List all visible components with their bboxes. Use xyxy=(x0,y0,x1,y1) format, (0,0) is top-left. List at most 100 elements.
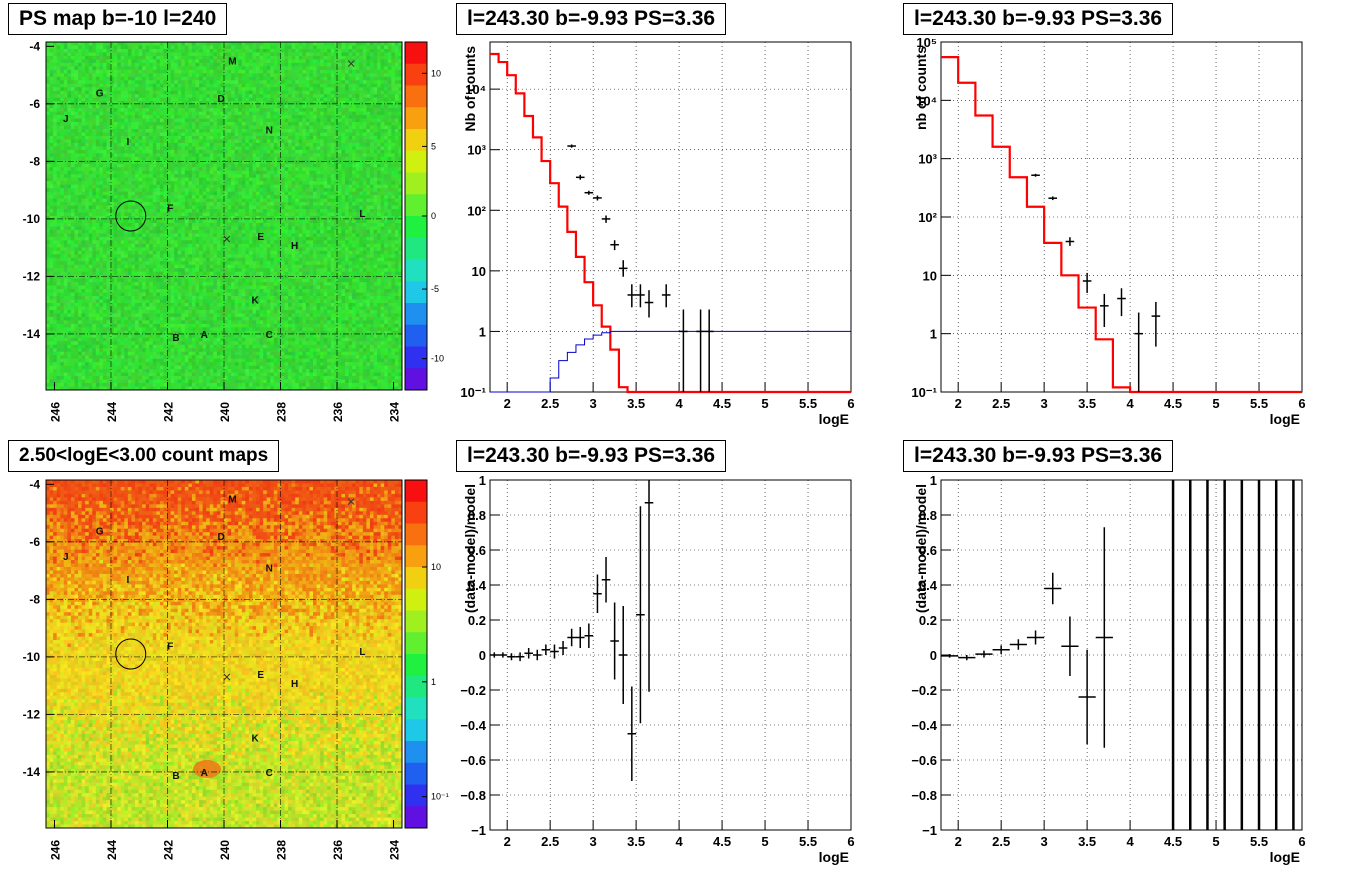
y-tick-label: 1 xyxy=(930,327,937,342)
x-tick-label: 3 xyxy=(1041,834,1048,849)
y-tick-label: -14 xyxy=(23,765,41,779)
map-grid xyxy=(46,42,402,390)
colorbar-tick-label: -5 xyxy=(431,284,439,294)
colorbar-segment xyxy=(405,697,427,720)
y-tick-label: -12 xyxy=(23,269,41,283)
source-label: G xyxy=(96,526,104,537)
y-tick-label: 10³ xyxy=(467,143,486,158)
x-tick-label: 2 xyxy=(504,396,511,411)
y-tick-label: 0.4 xyxy=(468,578,487,593)
source-label: E xyxy=(257,232,264,243)
colorbar-tick-label: 5 xyxy=(431,141,436,151)
colorbar-segment xyxy=(405,129,427,152)
colorbar-segment xyxy=(405,107,427,130)
model-histogram xyxy=(490,52,851,394)
colorbar-segment xyxy=(405,259,427,282)
colorbar-tick-label: 0 xyxy=(431,211,436,221)
map-grid xyxy=(46,480,402,828)
colorbar-segment xyxy=(405,762,427,785)
colorbar-segment xyxy=(405,501,427,524)
x-tick-label: 246 xyxy=(48,402,62,422)
colorbar-segment xyxy=(405,346,427,369)
x-tick-label: 4 xyxy=(1126,834,1134,849)
y-tick-label: 0.4 xyxy=(919,578,938,593)
x-tick-label: 3 xyxy=(590,834,597,849)
x-tick-label: 4 xyxy=(675,396,683,411)
count-map-title: 2.50<logE<3.00 count maps xyxy=(8,440,280,472)
ps-map-panel: 246 244 242 240 238 236 234 -4 -6 -8 -10 -12 -14 M G D J… xyxy=(23,39,444,422)
colorbar-segment xyxy=(405,545,427,568)
y-tick-label: −0.4 xyxy=(460,718,486,733)
colorbar-segment xyxy=(405,85,427,108)
source-label: M xyxy=(228,57,236,68)
colorbar-tick-label: 1 xyxy=(431,677,436,687)
colorbar-segment xyxy=(405,610,427,633)
x-axis-label: logE xyxy=(819,411,849,427)
y-tick-label: −0.6 xyxy=(911,753,937,768)
x-tick-label: 6 xyxy=(1298,834,1305,849)
x-tick-label: 244 xyxy=(105,402,119,422)
colorbar-segment xyxy=(405,194,427,217)
y-tick-label: 0.6 xyxy=(919,543,937,558)
colorbar: 10 1 10⁻¹ xyxy=(404,479,449,829)
source-label: H xyxy=(291,679,298,690)
source-label: D xyxy=(218,94,225,105)
source-label: L xyxy=(359,647,365,658)
y-tick-label: 0.8 xyxy=(468,508,486,523)
cross-marker xyxy=(347,60,355,67)
counts-spectrum-panel: 2 2.5 3 3.5 4 4.5 5 5.5 6 10⁻¹ 1 10 10² 10³ 10⁴ logE Nb … xyxy=(460,41,855,427)
x-tick-label: 4 xyxy=(1126,396,1134,411)
y-tick-label: −0.8 xyxy=(911,788,937,803)
source-label: N xyxy=(266,564,273,575)
y-tick-label: −1 xyxy=(471,823,486,838)
colorbar-segment xyxy=(405,281,427,304)
x-tick-label: 246 xyxy=(48,840,62,860)
x-tick-label: 240 xyxy=(218,402,232,422)
source-label: J xyxy=(63,114,69,125)
source-label: L xyxy=(359,209,365,220)
y-tick-label: 1 xyxy=(479,324,486,339)
colorbar-segment xyxy=(405,216,427,239)
residuals-title-2: l=243.30 b=-9.93 PS=3.36 xyxy=(903,440,1174,472)
plot-grid xyxy=(941,41,1303,393)
y-tick-label: −0.4 xyxy=(911,718,937,733)
x-axis-label: logE xyxy=(819,849,849,865)
y-tick-label: -4 xyxy=(29,477,40,491)
source-label: K xyxy=(251,733,259,744)
colorbar-tick-label: -10 xyxy=(431,354,444,364)
source-label: A xyxy=(201,330,208,341)
y-tick-label: -10 xyxy=(23,650,41,664)
source-label: K xyxy=(251,295,259,306)
x-tick-label: 4.5 xyxy=(1164,834,1182,849)
y-tick-label: 0 xyxy=(479,648,486,663)
cross-marker xyxy=(223,235,231,243)
x-tick-label: 238 xyxy=(275,402,289,422)
source-label: B xyxy=(172,771,179,782)
colorbar-segment xyxy=(405,632,427,655)
x-axis-label: logE xyxy=(1270,411,1300,427)
map-pixels xyxy=(46,480,402,828)
x-tick-label: 6 xyxy=(847,396,854,411)
source-label: B xyxy=(172,333,179,344)
colorbar-segment xyxy=(405,784,427,807)
y-tick-label: 0.8 xyxy=(919,508,937,523)
count-map-panel: 246 244 242 240 238 236 234 -4 -6 -8 -10 -12 -14 M G D J… xyxy=(23,477,449,860)
x-tick-label: 2 xyxy=(504,834,511,849)
residuals-panel: 2 2.5 3 3.5 4 4.5 5 5.5 6 −1 −0.8 −0.6 −0.4 −0.2 0 0.2 0… xyxy=(460,473,854,865)
colorbar-segment xyxy=(405,303,427,326)
x-tick-label: 2 xyxy=(955,396,962,411)
x-tick-label: 2.5 xyxy=(992,396,1010,411)
y-axis-label: nb of counts xyxy=(913,46,929,130)
source-label: E xyxy=(257,670,264,681)
source-label: I xyxy=(127,575,130,586)
colorbar-segment xyxy=(405,588,427,611)
map-title: PS map b=-10 l=240 xyxy=(8,3,228,35)
colorbar-segment xyxy=(405,368,427,391)
colorbar-segment xyxy=(405,237,427,260)
source-label: I xyxy=(127,137,130,148)
source-label: D xyxy=(218,532,225,543)
x-tick-label: 234 xyxy=(388,402,402,422)
model-histogram xyxy=(941,56,1302,394)
source-label: G xyxy=(96,88,104,99)
